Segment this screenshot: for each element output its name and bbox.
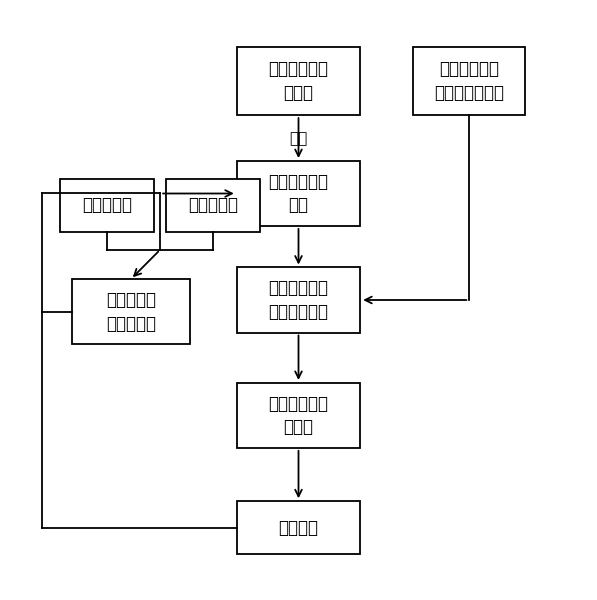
Bar [236, 47, 361, 115]
Bar [60, 179, 154, 232]
Text: 一阶偏微分方
程组: 一阶偏微分方 程组 [269, 173, 328, 214]
Text: 任意节点与初
始点间的关系: 任意节点与初 始点间的关系 [269, 279, 328, 321]
Text: 温度探测器: 温度探测器 [188, 196, 238, 214]
Bar [236, 501, 361, 554]
Bar [72, 279, 190, 344]
Text: 改变功率: 改变功率 [278, 519, 319, 537]
Bar [236, 268, 361, 332]
Bar [413, 47, 525, 115]
Text: 降阶: 降阶 [290, 131, 307, 146]
Text: 求解关系式
中的未知数: 求解关系式 中的未知数 [106, 291, 156, 332]
Bar [236, 161, 361, 226]
Text: 燃料棒上的温
度分布: 燃料棒上的温 度分布 [269, 395, 328, 436]
Bar [236, 383, 361, 448]
Bar [166, 179, 260, 232]
Text: 燃料棒模型简
化、离散、编号: 燃料棒模型简 化、离散、编号 [434, 60, 504, 102]
Text: 二阶导热偏微
分方程: 二阶导热偏微 分方程 [269, 60, 328, 102]
Text: 燃料棒功率: 燃料棒功率 [82, 196, 132, 214]
